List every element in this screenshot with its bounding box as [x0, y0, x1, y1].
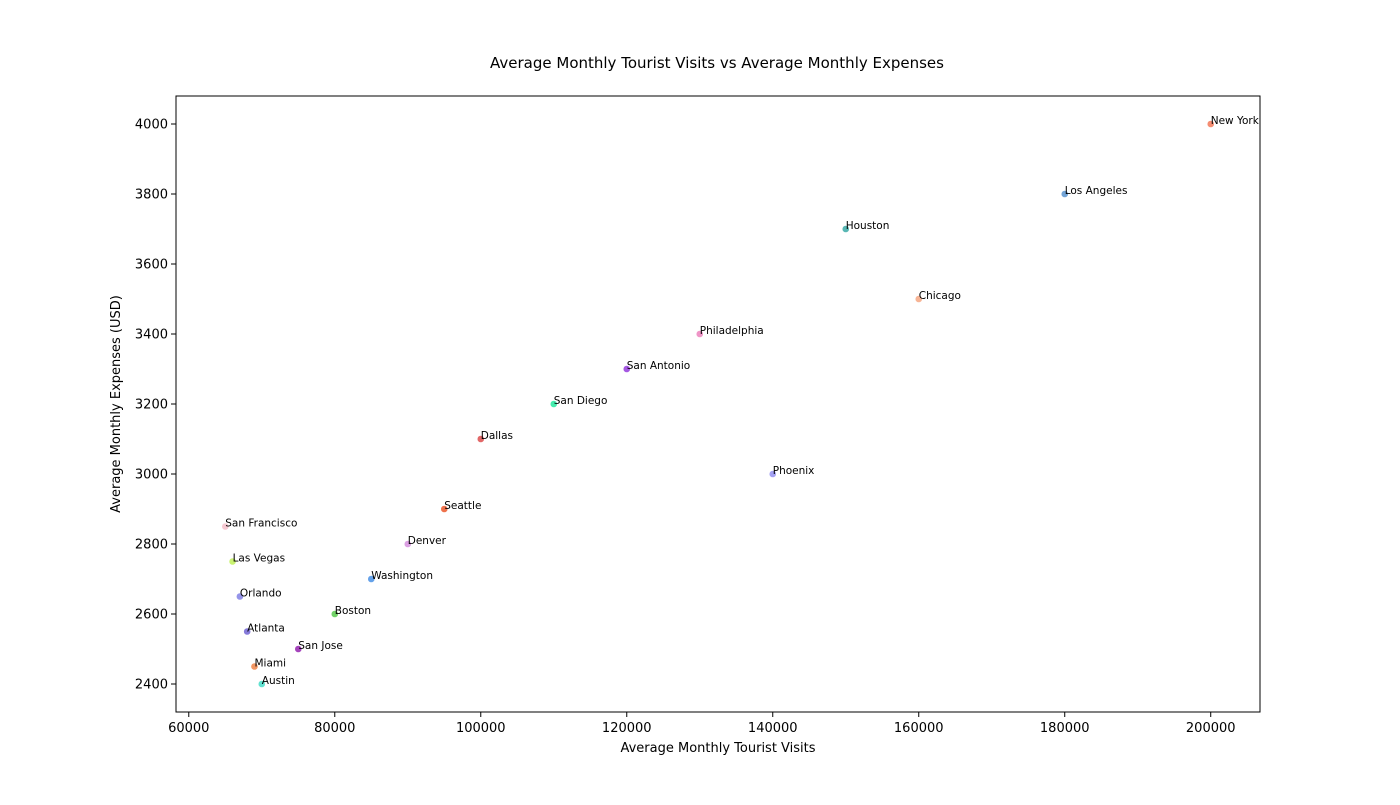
data-point — [623, 365, 631, 373]
x-tick-label: 200000 — [1186, 721, 1236, 736]
data-point — [251, 663, 258, 670]
point-label: San Antonio — [627, 360, 690, 372]
data-point — [477, 435, 485, 443]
point-label: Boston — [335, 605, 371, 617]
point-label: San Jose — [298, 640, 343, 652]
data-point — [915, 295, 923, 303]
y-tick-label: 3800 — [135, 188, 168, 203]
data-point — [842, 225, 850, 233]
data-points — [221, 120, 1215, 688]
x-axis: 60000 80000 100000 120000 140000 160000 180000… — [168, 712, 1236, 736]
y-tick-label: 2800 — [135, 538, 168, 553]
point-labels: New York Los Angeles Houston Chicago Philade… — [225, 115, 1259, 687]
data-point — [258, 680, 266, 688]
x-tick-label: 100000 — [456, 721, 506, 736]
x-tick-label: 60000 — [168, 721, 209, 736]
plot-area: 60000 80000 100000 120000 140000 160000 180000… — [135, 95, 1261, 736]
point-label: San Francisco — [225, 518, 297, 530]
point-label: Orlando — [240, 588, 282, 600]
point-label: San Diego — [554, 395, 608, 407]
x-tick-label: 140000 — [748, 721, 798, 736]
point-label: Chicago — [919, 290, 961, 302]
x-axis-label: Average Monthly Tourist Visits — [620, 741, 815, 756]
data-point — [221, 523, 229, 530]
x-tick-label: 80000 — [314, 721, 355, 736]
point-label: Dallas — [481, 430, 513, 442]
point-label: Denver — [408, 535, 447, 547]
point-label: Atlanta — [247, 623, 285, 635]
data-point — [404, 540, 412, 548]
data-point — [1207, 120, 1215, 128]
y-axis-label: Average Monthly Expenses (USD) — [109, 295, 124, 513]
data-point — [236, 593, 244, 600]
data-point — [367, 575, 375, 583]
y-tick-label: 2400 — [135, 678, 168, 693]
y-tick-label: 2600 — [135, 608, 168, 623]
point-label: Los Angeles — [1065, 185, 1128, 197]
x-tick-label: 180000 — [1040, 721, 1090, 736]
point-label: Houston — [846, 220, 890, 232]
data-point — [440, 505, 448, 513]
point-label: Phoenix — [773, 465, 815, 477]
y-tick-label: 3400 — [135, 328, 168, 343]
chart-title: Average Monthly Tourist Visits vs Averag… — [490, 54, 944, 72]
data-point — [294, 645, 302, 653]
point-label: Seattle — [444, 500, 481, 512]
point-label: Miami — [254, 658, 286, 670]
point-label: Philadelphia — [700, 325, 764, 337]
y-tick-label: 3600 — [135, 258, 168, 273]
y-axis: 2400 2600 2800 3000 3200 3400 3600 3800 4000 — [135, 118, 176, 693]
point-label: Austin — [262, 675, 295, 687]
data-point — [331, 610, 339, 618]
data-point — [243, 628, 251, 635]
data-point — [769, 470, 777, 478]
data-point — [229, 558, 236, 565]
x-tick-label: 120000 — [602, 721, 652, 736]
data-point — [696, 330, 704, 338]
y-tick-label: 3200 — [135, 398, 168, 413]
y-tick-label: 3000 — [135, 468, 168, 483]
point-label: Washington — [371, 570, 433, 582]
point-label: New York — [1211, 115, 1260, 127]
point-label: Las Vegas — [233, 553, 286, 565]
x-tick-label: 160000 — [894, 721, 944, 736]
data-point — [550, 400, 558, 408]
data-point — [1061, 190, 1069, 198]
y-tick-label: 4000 — [135, 118, 168, 133]
